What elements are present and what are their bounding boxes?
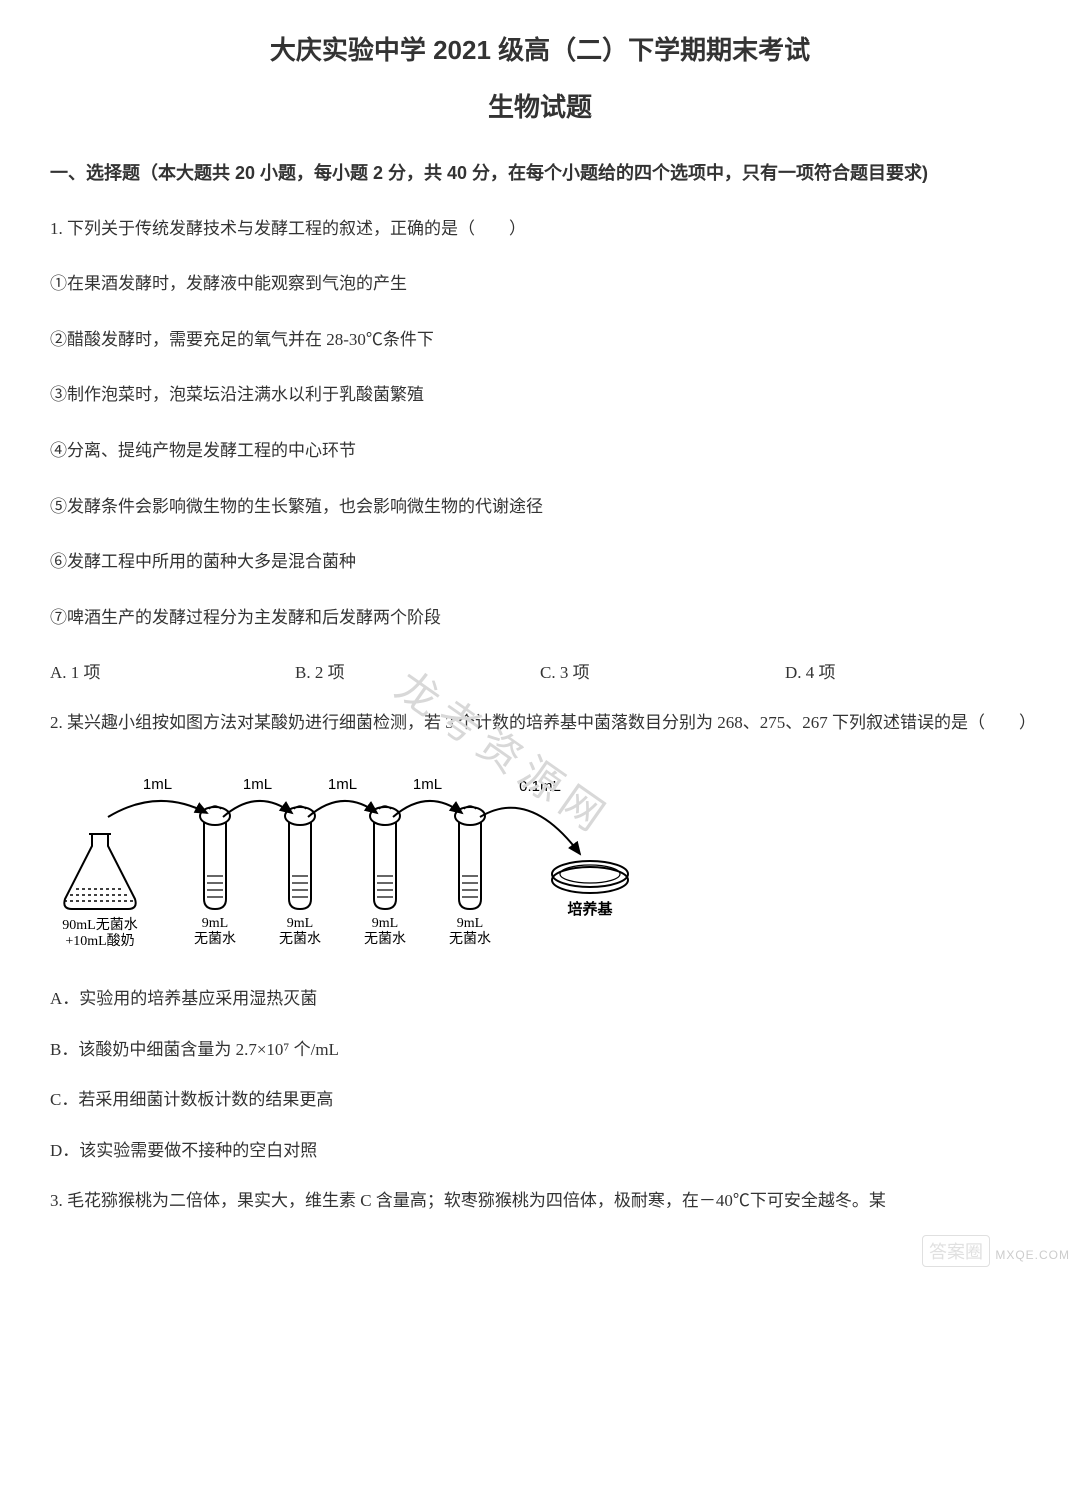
svg-text:1mL: 1mL [243,776,272,793]
q1-s6: ⑥发酵工程中所用的菌种大多是混合菌种 [50,547,1030,578]
svg-text:无菌水: 无菌水 [194,931,236,947]
q1-options: A. 1 项 B. 2 项 C. 3 项 D. 4 项 [50,658,1030,683]
dilution-diagram: 90mL无菌水+10mL酸奶9mL无菌水9mL无菌水9mL无菌水9mL无菌水培养… [50,764,1030,964]
svg-text:90mL无菌水: 90mL无菌水 [62,917,137,933]
q2-opt-b: B．该酸奶中细菌含量为 2.7×10⁷ 个/mL [50,1035,1030,1066]
svg-text:培养基: 培养基 [567,900,613,918]
svg-text:+10mL酸奶: +10mL酸奶 [65,933,134,949]
q1-opt-d: D. 4 项 [785,658,1030,683]
svg-text:1mL: 1mL [328,776,357,793]
q3-stem: 3. 毛花猕猴桃为二倍体，果实大，维生素 C 含量高；软枣猕猴桃为四倍体，极耐寒… [50,1186,1030,1217]
svg-text:9mL: 9mL [457,916,483,931]
svg-text:无菌水: 无菌水 [449,931,491,947]
exam-title-sub: 生物试题 [50,87,1030,124]
q2-stem: 2. 某兴趣小组按如图方法对某酸奶进行细菌检测，若 3 个计数的培养基中菌落数目… [50,708,1030,739]
svg-text:无菌水: 无菌水 [364,931,406,947]
q2-opt-d: D．该实验需要做不接种的空白对照 [50,1136,1030,1167]
svg-text:0.1mL: 0.1mL [519,778,561,795]
svg-text:9mL: 9mL [287,916,313,931]
watermark-badge: 答案圈 [922,1235,990,1267]
section-header: 一、选择题（本大题共 20 小题，每小题 2 分，共 40 分，在每个小题给的四… [50,154,1030,194]
q1-s7: ⑦啤酒生产的发酵过程分为主发酵和后发酵两个阶段 [50,603,1030,634]
q1-s1: ①在果酒发酵时，发酵液中能观察到气泡的产生 [50,269,1030,300]
watermark-url: MXQE.COM [995,1248,1070,1262]
q1-s4: ④分离、提纯产物是发酵工程的中心环节 [50,436,1030,467]
q1-stem: 1. 下列关于传统发酵技术与发酵工程的叙述，正确的是（ ） [50,214,1030,245]
q1-opt-b: B. 2 项 [295,658,540,683]
q1-s5: ⑤发酵条件会影响微生物的生长繁殖，也会影响微生物的代谢途径 [50,492,1030,523]
q1-opt-a: A. 1 项 [50,658,295,683]
svg-text:9mL: 9mL [202,916,228,931]
svg-text:9mL: 9mL [372,916,398,931]
dilution-svg: 90mL无菌水+10mL酸奶9mL无菌水9mL无菌水9mL无菌水9mL无菌水培养… [50,764,700,964]
q1-opt-c: C. 3 项 [540,658,785,683]
exam-title-main: 大庆实验中学 2021 级高（二）下学期期末考试 [50,30,1030,67]
q1-s3: ③制作泡菜时，泡菜坛沿注满水以利于乳酸菌繁殖 [50,380,1030,411]
q1-s2: ②醋酸发酵时，需要充足的氧气并在 28-30℃条件下 [50,325,1030,356]
svg-text:1mL: 1mL [413,776,442,793]
svg-text:1mL: 1mL [143,776,172,793]
q2-opt-c: C．若采用细菌计数板计数的结果更高 [50,1085,1030,1116]
svg-text:无菌水: 无菌水 [279,931,321,947]
q2-opt-a: A．实验用的培养基应采用湿热灭菌 [50,984,1030,1015]
